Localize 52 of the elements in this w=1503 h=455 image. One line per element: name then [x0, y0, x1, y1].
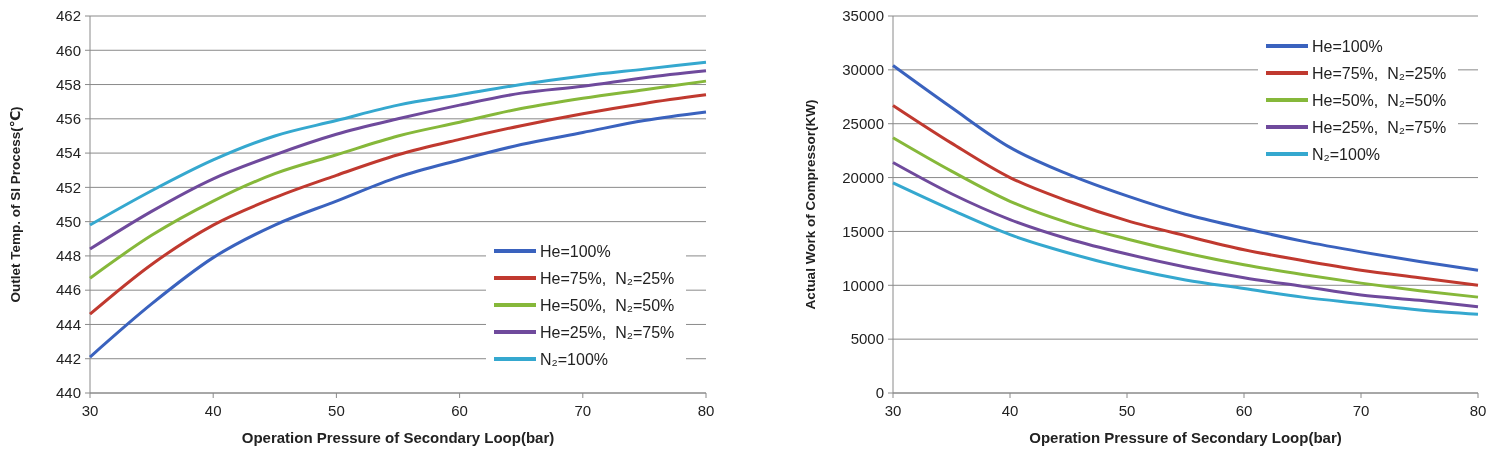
legend-label: He=50%, N₂=50%: [540, 296, 675, 314]
line-series: [88, 93, 708, 316]
y-tick-label: 458: [55, 75, 81, 93]
x-tick-label: 30: [81, 402, 99, 419]
x-tick-label: 30: [884, 402, 902, 419]
legend-label: He=75%, N₂=25%: [540, 269, 675, 287]
legend-label: He=50%, N₂=50%: [1312, 91, 1447, 109]
legend-label: N₂=100%: [540, 350, 609, 368]
x-tick-label: 80: [1469, 402, 1487, 419]
y-tick-label: 5000: [850, 330, 884, 348]
y-tick-label: 448: [55, 247, 81, 265]
y-tick-label: 0: [875, 384, 884, 402]
y-tick-label: 454: [55, 144, 81, 162]
y-tick-label: 15000: [842, 222, 884, 240]
y-tick-label: 460: [55, 41, 81, 59]
x-tick-label: 70: [574, 402, 592, 419]
y-tick-label: 10000: [842, 276, 884, 294]
y-tick-label: 25000: [842, 114, 884, 132]
line-series: [891, 64, 1480, 272]
x-tick-label: 60: [1235, 402, 1253, 419]
y-axis-title: Actual Work of Compressor(KW): [803, 99, 818, 310]
line-series: [891, 136, 1480, 299]
y-axis-title: Outlet Temp. of SI Process(℃): [8, 106, 23, 303]
line-series: [891, 160, 1480, 309]
y-tick-label: 20000: [842, 168, 884, 186]
x-axis-title: Operation Pressure of Secondary Loop(bar): [241, 429, 555, 446]
y-tick-label: 440: [55, 384, 81, 402]
x-tick-label: 60: [451, 402, 468, 419]
y-tick-label: 462: [55, 7, 81, 25]
x-tick-label: 50: [328, 402, 345, 419]
x-tick-label: 70: [1352, 402, 1370, 419]
y-tick-label: 452: [55, 178, 81, 196]
y-tick-label: 442: [55, 349, 81, 367]
x-tick-label: 40: [204, 402, 222, 419]
y-tick-label: 446: [55, 281, 81, 299]
line-series: [891, 181, 1480, 316]
x-tick-label: 40: [1001, 402, 1019, 419]
y-tick-label: 456: [55, 110, 81, 128]
legend-label: N₂=100%: [1312, 145, 1381, 163]
y-tick-label: 30000: [842, 61, 884, 79]
legend-label: He=100%: [1312, 37, 1383, 55]
x-tick-label: 50: [1118, 402, 1136, 419]
legend-label: He=75%, N₂=25%: [1312, 64, 1447, 82]
legend-label: He=25%, N₂=75%: [1312, 118, 1447, 136]
y-tick-label: 35000: [842, 7, 884, 25]
legend-label: He=100%: [540, 242, 611, 260]
x-axis-title: Operation Pressure of Secondary Loop(bar): [1029, 429, 1342, 446]
legend-label: He=25%, N₂=75%: [540, 323, 675, 341]
y-tick-label: 450: [55, 212, 81, 230]
y-tick-label: 444: [55, 315, 81, 333]
x-tick-label: 80: [697, 402, 715, 419]
line-series: [88, 60, 708, 227]
